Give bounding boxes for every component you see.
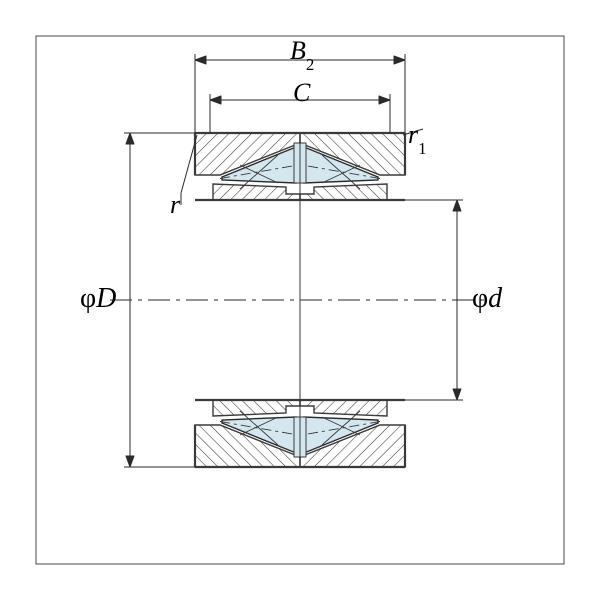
label-phid: φd bbox=[472, 283, 502, 315]
label-phiD: φD bbox=[80, 283, 116, 315]
label-C: C bbox=[293, 78, 310, 108]
label-r1: r1 bbox=[408, 120, 427, 154]
label-B2: B2 bbox=[290, 36, 314, 70]
label-r: r bbox=[170, 190, 180, 220]
